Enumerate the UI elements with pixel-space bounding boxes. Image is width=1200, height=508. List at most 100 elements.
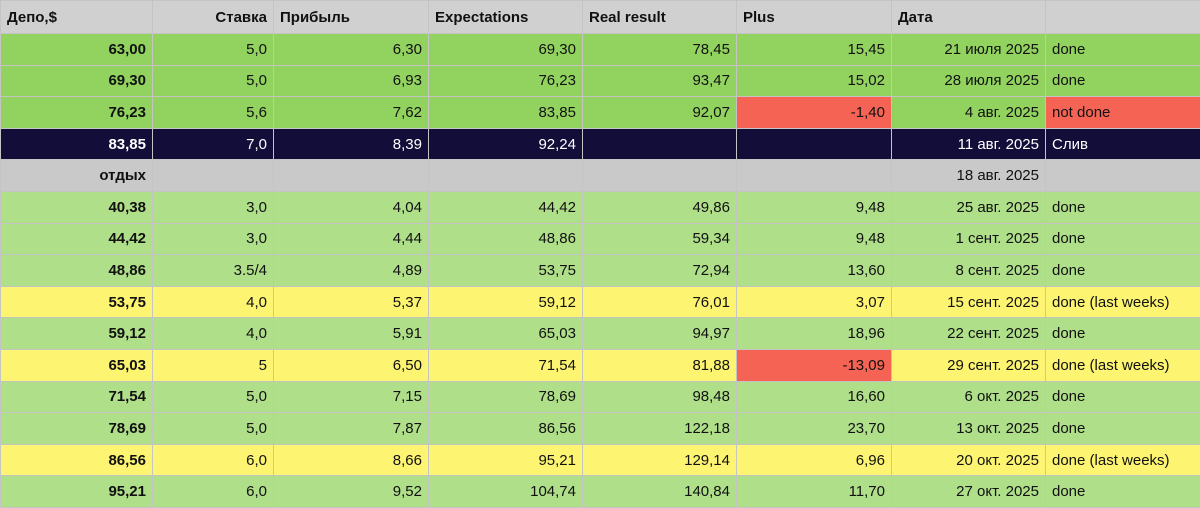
rate-cell[interactable]: 3.5/4 (153, 255, 274, 287)
rate-cell[interactable]: 5,0 (153, 413, 274, 445)
real-result-cell[interactable]: 140,84 (583, 476, 737, 508)
depo-cell[interactable]: 59,12 (1, 318, 153, 350)
header-plus[interactable]: Plus (737, 1, 892, 34)
plus-cell[interactable]: 11,70 (737, 476, 892, 508)
status-cell[interactable]: done (1046, 255, 1200, 287)
expectations-cell[interactable]: 95,21 (429, 444, 583, 476)
depo-cell[interactable]: 44,42 (1, 223, 153, 255)
expectations-cell[interactable]: 92,24 (429, 128, 583, 160)
status-cell[interactable]: done (last weeks) (1046, 286, 1200, 318)
header-status[interactable] (1046, 1, 1200, 34)
depo-cell[interactable]: отдых (1, 160, 153, 192)
date-cell[interactable]: 6 окт. 2025 (892, 381, 1046, 413)
profit-cell[interactable]: 7,87 (274, 413, 429, 445)
real-result-cell[interactable]: 49,86 (583, 191, 737, 223)
profit-cell[interactable]: 9,52 (274, 476, 429, 508)
real-result-cell[interactable] (583, 160, 737, 192)
status-cell[interactable]: done (last weeks) (1046, 444, 1200, 476)
rate-cell[interactable]: 5,6 (153, 97, 274, 129)
date-cell[interactable]: 1 сент. 2025 (892, 223, 1046, 255)
depo-cell[interactable]: 53,75 (1, 286, 153, 318)
profit-cell[interactable]: 7,15 (274, 381, 429, 413)
rate-cell[interactable]: 5 (153, 349, 274, 381)
real-result-cell[interactable]: 92,07 (583, 97, 737, 129)
status-cell[interactable]: done (1046, 223, 1200, 255)
date-cell[interactable]: 29 сент. 2025 (892, 349, 1046, 381)
plus-cell[interactable]: 13,60 (737, 255, 892, 287)
profit-cell[interactable]: 5,37 (274, 286, 429, 318)
depo-cell[interactable]: 69,30 (1, 65, 153, 97)
date-cell[interactable]: 20 окт. 2025 (892, 444, 1046, 476)
expectations-cell[interactable]: 86,56 (429, 413, 583, 445)
real-result-cell[interactable]: 78,45 (583, 34, 737, 66)
depo-cell[interactable]: 78,69 (1, 413, 153, 445)
date-cell[interactable]: 4 авг. 2025 (892, 97, 1046, 129)
status-cell[interactable]: done (1046, 413, 1200, 445)
plus-cell[interactable]: 15,45 (737, 34, 892, 66)
status-cell[interactable]: done (1046, 476, 1200, 508)
status-cell[interactable]: done (1046, 191, 1200, 223)
profit-cell[interactable]: 8,39 (274, 128, 429, 160)
status-cell[interactable]: done (1046, 318, 1200, 350)
plus-cell[interactable]: 18,96 (737, 318, 892, 350)
plus-cell[interactable]: 3,07 (737, 286, 892, 318)
plus-cell[interactable]: 9,48 (737, 191, 892, 223)
plus-cell[interactable]: 15,02 (737, 65, 892, 97)
date-cell[interactable]: 8 сент. 2025 (892, 255, 1046, 287)
date-cell[interactable]: 13 окт. 2025 (892, 413, 1046, 445)
plus-cell[interactable]: -13,09 (737, 349, 892, 381)
rate-cell[interactable]: 6,0 (153, 444, 274, 476)
real-result-cell[interactable]: 129,14 (583, 444, 737, 476)
depo-cell[interactable]: 71,54 (1, 381, 153, 413)
status-cell[interactable]: done (last weeks) (1046, 349, 1200, 381)
expectations-cell[interactable]: 104,74 (429, 476, 583, 508)
plus-cell[interactable]: 9,48 (737, 223, 892, 255)
status-cell[interactable]: done (1046, 381, 1200, 413)
real-result-cell[interactable]: 59,34 (583, 223, 737, 255)
status-cell[interactable]: done (1046, 65, 1200, 97)
rate-cell[interactable]: 4,0 (153, 318, 274, 350)
date-cell[interactable]: 18 авг. 2025 (892, 160, 1046, 192)
rate-cell[interactable]: 3,0 (153, 191, 274, 223)
rate-cell[interactable]: 7,0 (153, 128, 274, 160)
rate-cell[interactable]: 5,0 (153, 65, 274, 97)
profit-cell[interactable]: 5,91 (274, 318, 429, 350)
header-expectations[interactable]: Expectations (429, 1, 583, 34)
plus-cell[interactable] (737, 128, 892, 160)
date-cell[interactable]: 22 сент. 2025 (892, 318, 1046, 350)
plus-cell[interactable]: -1,40 (737, 97, 892, 129)
expectations-cell[interactable]: 53,75 (429, 255, 583, 287)
profit-cell[interactable]: 6,30 (274, 34, 429, 66)
header-date[interactable]: Дата (892, 1, 1046, 34)
profit-cell[interactable]: 6,50 (274, 349, 429, 381)
real-result-cell[interactable]: 72,94 (583, 255, 737, 287)
date-cell[interactable]: 28 июля 2025 (892, 65, 1046, 97)
profit-cell[interactable]: 4,04 (274, 191, 429, 223)
plus-cell[interactable]: 6,96 (737, 444, 892, 476)
rate-cell[interactable]: 6,0 (153, 476, 274, 508)
real-result-cell[interactable]: 93,47 (583, 65, 737, 97)
expectations-cell[interactable]: 78,69 (429, 381, 583, 413)
expectations-cell[interactable]: 59,12 (429, 286, 583, 318)
real-result-cell[interactable]: 98,48 (583, 381, 737, 413)
profit-cell[interactable]: 7,62 (274, 97, 429, 129)
date-cell[interactable]: 11 авг. 2025 (892, 128, 1046, 160)
profit-cell[interactable]: 8,66 (274, 444, 429, 476)
expectations-cell[interactable]: 44,42 (429, 191, 583, 223)
depo-cell[interactable]: 86,56 (1, 444, 153, 476)
depo-cell[interactable]: 76,23 (1, 97, 153, 129)
rate-cell[interactable]: 5,0 (153, 381, 274, 413)
profit-cell[interactable]: 4,89 (274, 255, 429, 287)
rate-cell[interactable] (153, 160, 274, 192)
expectations-cell[interactable]: 48,86 (429, 223, 583, 255)
real-result-cell[interactable] (583, 128, 737, 160)
header-profit[interactable]: Прибыль (274, 1, 429, 34)
plus-cell[interactable] (737, 160, 892, 192)
profit-cell[interactable]: 6,93 (274, 65, 429, 97)
expectations-cell[interactable]: 76,23 (429, 65, 583, 97)
depo-cell[interactable]: 83,85 (1, 128, 153, 160)
status-cell[interactable]: Слив (1046, 128, 1200, 160)
real-result-cell[interactable]: 94,97 (583, 318, 737, 350)
expectations-cell[interactable]: 83,85 (429, 97, 583, 129)
header-rate[interactable]: Ставка (153, 1, 274, 34)
